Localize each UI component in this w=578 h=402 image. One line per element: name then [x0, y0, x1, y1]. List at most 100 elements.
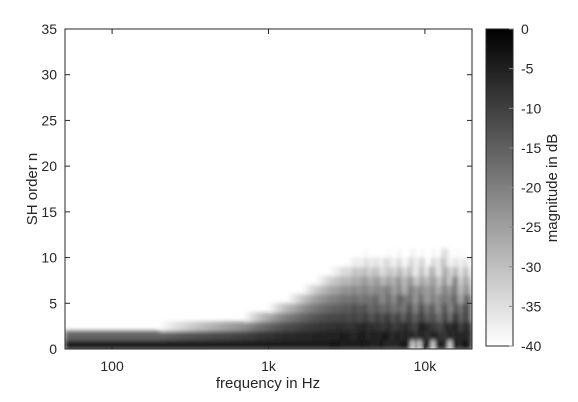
heatmap-cell [295, 339, 300, 349]
heatmap-cell [465, 330, 470, 341]
heatmap-cell [261, 312, 266, 323]
colorbar-tick-label: -5 [521, 61, 534, 77]
heatmap-cell [241, 330, 246, 341]
heatmap-cell [438, 285, 443, 295]
heatmap-cell [356, 303, 361, 314]
heatmap-cell [329, 266, 334, 277]
heatmap-cell [282, 321, 287, 332]
heatmap-cell [329, 321, 334, 332]
heatmap-cell [309, 312, 314, 323]
heatmap-cell [326, 294, 331, 304]
heatmap-cell [373, 303, 378, 314]
heatmap-cell [315, 294, 320, 304]
heatmap-cell [309, 321, 314, 332]
y-tick-label: 35 [41, 21, 57, 37]
heatmap-cell [146, 330, 151, 341]
heatmap-cell [302, 303, 307, 314]
heatmap-cell [319, 275, 324, 286]
heatmap-cell [380, 303, 385, 314]
heatmap-cell [407, 330, 412, 341]
heatmap-cell [200, 321, 205, 332]
heatmap-cell [285, 339, 290, 349]
heatmap-cell [326, 285, 331, 295]
heatmap-cell [292, 312, 297, 323]
heatmap-cell [329, 339, 334, 349]
heatmap-cell [234, 330, 239, 341]
heatmap-cell [390, 294, 395, 304]
heatmap-cell [278, 303, 283, 314]
heatmap-cell [305, 303, 310, 314]
heatmap-cell [309, 330, 314, 341]
heatmap-cell [363, 321, 368, 332]
heatmap-cell [251, 330, 256, 341]
heatmap-cell [227, 321, 232, 332]
heatmap-cell [465, 275, 470, 286]
heatmap-cell [234, 339, 239, 349]
heatmap-cell [285, 330, 290, 341]
heatmap-cell [346, 321, 351, 332]
heatmap-cell [187, 330, 192, 341]
heatmap-cell [434, 257, 439, 268]
heatmap-cell [98, 330, 103, 341]
heatmap-cell [190, 321, 195, 332]
heatmap-cell [254, 312, 259, 323]
heatmap-cell [448, 321, 453, 332]
heatmap-cell [414, 266, 419, 277]
heatmap-cell [393, 294, 398, 304]
heatmap-cell [343, 275, 348, 286]
heatmap-cell [410, 330, 415, 341]
heatmap-cell [349, 266, 354, 277]
heatmap-cell [227, 330, 232, 341]
heatmap-cell [231, 339, 236, 349]
heatmap-cell [400, 321, 405, 332]
heatmap-cell [305, 312, 310, 323]
heatmap-cell [441, 275, 446, 286]
heatmap-cell [363, 330, 368, 341]
heatmap-cell [88, 339, 93, 349]
heatmap-cell [299, 339, 304, 349]
heatmap-cell [407, 285, 412, 295]
heatmap-cell [431, 266, 436, 277]
y-tick-label: 20 [41, 158, 57, 174]
heatmap-cell [363, 257, 368, 268]
heatmap-cell [377, 321, 382, 332]
heatmap-cell [417, 303, 422, 314]
heatmap-cell [455, 312, 460, 323]
heatmap-cell [349, 339, 354, 349]
heatmap-cell [302, 330, 307, 341]
heatmap-cell [156, 339, 161, 349]
heatmap-cell [421, 294, 426, 304]
heatmap-cell [390, 321, 395, 332]
heatmap-cell [438, 275, 443, 286]
heatmap-cell [129, 339, 134, 349]
heatmap-cell [370, 294, 375, 304]
heatmap-cell [102, 339, 107, 349]
heatmap-cell [434, 266, 439, 277]
heatmap-cell [387, 321, 392, 332]
heatmap-cell [424, 266, 429, 277]
heatmap-cell [468, 294, 472, 304]
heatmap-cell [292, 339, 297, 349]
heatmap-cell [421, 321, 426, 332]
heatmap-cell [404, 266, 409, 277]
heatmap-cell [299, 330, 304, 341]
heatmap-cell [88, 330, 93, 341]
heatmap-cell [326, 330, 331, 341]
heatmap-cell [414, 321, 419, 332]
heatmap-cell [244, 321, 249, 332]
heatmap-cell [427, 275, 432, 286]
heatmap-cell [465, 285, 470, 295]
heatmap-cell [455, 285, 460, 295]
heatmap-cell [421, 275, 426, 286]
heatmap-cell [458, 266, 463, 277]
heatmap-cell [424, 285, 429, 295]
heatmap-cell [322, 294, 327, 304]
heatmap-cell [404, 275, 409, 286]
heatmap-cell [122, 339, 127, 349]
heatmap-cell [377, 294, 382, 304]
heatmap-cell [393, 266, 398, 277]
heatmap-cell [126, 330, 131, 341]
heatmap-cell [448, 285, 453, 295]
heatmap-cell [207, 330, 212, 341]
heatmap-cell [248, 330, 253, 341]
